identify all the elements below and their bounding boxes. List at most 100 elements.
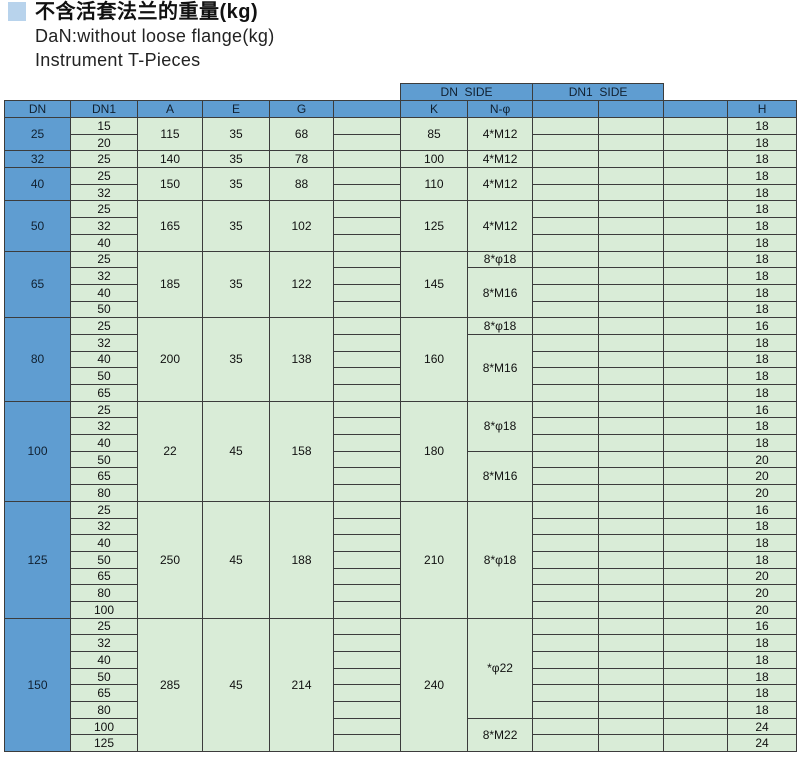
cell-dn: 125 [4,500,71,619]
cell-e: 45 [202,400,270,502]
cell-dn: 25 [4,116,71,152]
cell-e: 45 [202,500,270,619]
table-row: 65 18 [5,684,798,703]
cell-n-phi: 8*φ18 [467,317,534,335]
cell-blank-1 [332,534,402,552]
cell-dn: 40 [4,167,71,202]
cell-blank-4 [663,350,729,369]
cell-blank-3 [598,550,665,569]
cell-blank-3 [598,167,665,185]
cell-blank-2 [532,651,600,669]
table-row: 50 8*M16 20 [5,450,798,502]
cell-a: 250 [137,500,203,619]
col-header-g: G [269,100,334,118]
cell-dn1: 32 [70,517,138,536]
cell-blank-2 [532,250,600,269]
cell-blank-1 [332,584,402,602]
cell-blank-2 [532,233,600,252]
cell-blank-4 [663,367,729,385]
cell-blank-3 [598,150,665,169]
cell-blank-1 [332,233,402,252]
table-row: 80 25 200 35 138 160 8*φ18 16 [4,317,798,402]
cell-blank-2 [532,283,600,302]
cell-dn1: 100 [70,600,138,619]
cell-blank-4 [663,600,729,619]
cell-dn1: 25 [70,167,138,185]
cell-blank-2 [532,434,600,452]
cell-n-phi: 8*φ18 [467,500,534,619]
cell-k: 125 [400,200,469,252]
cell-dn: 100 [4,400,71,502]
cell-blank-3 [598,200,665,219]
cell-n-phi: *φ22 [467,617,534,719]
cell-blank-2 [532,734,600,753]
cell-blank-1 [332,200,402,219]
cell-dn1: 25 [70,500,138,519]
cell-blank-3 [598,133,665,152]
cell-blank-1 [332,434,402,452]
cell-blank-3 [598,367,665,385]
cell-g: 122 [269,250,334,319]
cell-blank-2 [532,667,600,686]
cell-e: 35 [202,150,270,169]
cell-h: 18 [727,434,798,452]
cell-blank-3 [598,434,665,452]
cell-h: 18 [727,283,798,302]
cell-blank-2 [532,384,600,402]
cell-dn1: 32 [70,267,138,285]
table-row: 25 15 115 35 68 85 4*M12 18 [4,116,798,152]
cell-blank-4 [663,667,729,686]
cell-blank-2 [532,350,600,369]
cell-e: 35 [202,116,270,152]
cell-blank-2 [532,484,600,502]
cell-h: 20 [727,450,798,469]
cell-h: 16 [727,400,798,419]
table-row: 32 18 [5,634,798,652]
cell-blank-2 [532,267,600,285]
table-row: 50 18 [5,300,798,319]
table-row: 32 25 140 35 78 100 4*M12 18 [4,150,798,169]
cell-blank-1 [332,717,402,736]
cell-blank-1 [332,600,402,619]
cell-blank-1 [332,150,402,169]
cell-h: 18 [727,651,798,669]
col-header-blank2 [532,100,600,118]
cell-blank-4 [663,400,729,419]
table-row: 32 8*M16 18 [5,333,798,402]
table-row: 100 25 22 45 158 180 8*φ18 16 [4,400,798,502]
cell-blank-4 [663,283,729,302]
cell-dn1: 50 [70,450,138,469]
cell-blank-3 [598,734,665,753]
cell-blank-4 [663,217,729,235]
cell-blank-2 [532,133,600,152]
cell-n-phi: 4*M12 [467,116,534,152]
cell-h: 18 [727,684,798,703]
table-body: 25 15 115 35 68 85 4*M12 18 20 18 32 25 140 35 78 100 4*… [4,116,798,753]
cell-g: 138 [269,317,334,402]
cell-a: 22 [137,400,203,502]
band-spacer-right [664,84,797,101]
cell-blank-3 [598,684,665,703]
table-row: 40 18 [5,350,798,369]
cell-blank-2 [532,367,600,385]
cell-blank-4 [663,133,729,152]
cell-blank-3 [598,467,665,486]
cell-blank-1 [332,517,402,536]
cell-blank-3 [598,217,665,235]
cell-blank-4 [663,117,729,135]
cell-h: 18 [727,167,798,185]
cell-blank-1 [332,450,402,469]
cell-blank-3 [598,183,665,202]
cell-blank-4 [663,734,729,753]
cell-blank-3 [598,717,665,736]
cell-blank-1 [332,467,402,486]
cell-blank-1 [332,400,402,419]
cell-dn1: 25 [70,150,138,169]
cell-blank-4 [663,317,729,335]
cell-dn1: 80 [70,701,138,719]
cell-blank-1 [332,384,402,402]
table-row: 50 18 [5,667,798,686]
cell-blank-1 [332,500,402,519]
band-spacer-left [5,84,401,101]
